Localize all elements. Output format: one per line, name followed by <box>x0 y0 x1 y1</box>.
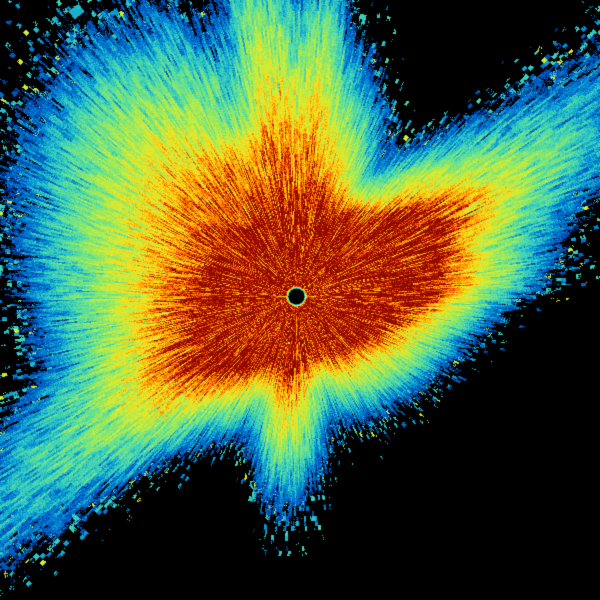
explosion-heatmap-canvas <box>0 0 600 600</box>
explosion-visualization <box>0 0 600 600</box>
